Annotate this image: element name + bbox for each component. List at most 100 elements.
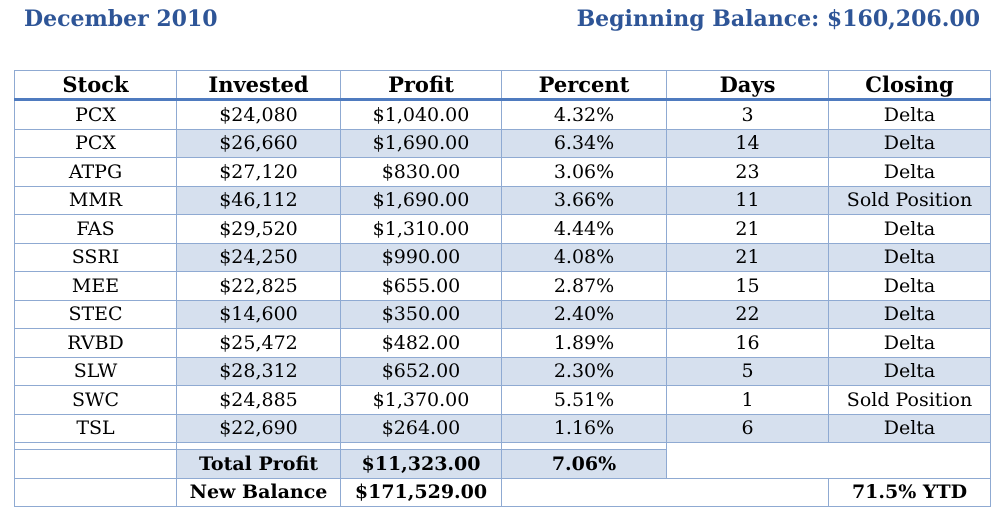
total-profit-label: Total Profit — [176, 449, 341, 479]
spacer-cell — [501, 442, 667, 450]
cell-percent: 2.30% — [501, 356, 667, 386]
cell-profit: $1,310.00 — [340, 214, 502, 244]
column-header-stock: Stock — [14, 70, 177, 101]
new-balance-row: New Balance $171,529.00 71.5% YTD — [14, 477, 991, 507]
total-percent: 7.06% — [501, 449, 667, 479]
cell-profit: $1,040.00 — [340, 99, 502, 130]
cell-invested: $22,825 — [176, 271, 341, 301]
cell-percent: 4.32% — [501, 99, 667, 130]
beginning-balance: Beginning Balance: $160,206.00 — [576, 6, 980, 32]
month-title: December 2010 — [24, 6, 218, 32]
spacer-cell — [667, 443, 829, 450]
table-row: FAS $29,520 $1,310.00 4.44% 21 Delta — [14, 214, 991, 244]
cell-closing: Delta — [828, 413, 991, 443]
cell-invested: $24,885 — [176, 385, 341, 415]
cell-days: 11 — [666, 185, 829, 215]
cell-closing: Delta — [828, 214, 991, 244]
new-balance-label: New Balance — [176, 477, 341, 507]
table-row: MMR $46,112 $1,690.00 3.66% 11 Sold Position — [14, 185, 991, 215]
total-profit-row: Total Profit $11,323.00 7.06% — [14, 449, 991, 479]
column-header-days: Days — [666, 70, 829, 101]
cell-profit: $350.00 — [340, 299, 502, 329]
cell-invested: $24,250 — [176, 242, 341, 272]
cell-percent: 1.89% — [501, 328, 667, 358]
cell-percent: 3.06% — [501, 157, 667, 187]
new-balance-value: $171,529.00 — [340, 477, 502, 507]
empty-cell — [14, 477, 177, 507]
table-row: SWC $24,885 $1,370.00 5.51% 1 Sold Position — [14, 385, 991, 415]
cell-profit: $830.00 — [340, 157, 502, 187]
cell-invested: $29,520 — [176, 214, 341, 244]
trades-table: Stock Invested Profit Percent Days Closi… — [14, 70, 991, 507]
cell-stock: PCX — [14, 99, 177, 130]
table-row: SLW $28,312 $652.00 2.30% 5 Delta — [14, 356, 991, 386]
empty-cell — [14, 449, 177, 479]
spacer-cell — [340, 442, 502, 450]
cell-days: 1 — [666, 385, 829, 415]
cell-percent: 5.51% — [501, 385, 667, 415]
cell-days: 21 — [666, 214, 829, 244]
spacer-cell — [176, 442, 341, 450]
cell-percent: 2.87% — [501, 271, 667, 301]
cell-closing: Delta — [828, 242, 991, 272]
cell-closing: Delta — [828, 157, 991, 187]
column-header-closing: Closing — [828, 70, 991, 101]
cell-percent: 1.16% — [501, 413, 667, 443]
cell-days: 15 — [666, 271, 829, 301]
cell-percent: 4.08% — [501, 242, 667, 272]
cell-closing: Delta — [828, 271, 991, 301]
cell-stock: FAS — [14, 214, 177, 244]
cell-closing: Sold Position — [828, 185, 991, 215]
cell-percent: 3.66% — [501, 185, 667, 215]
cell-invested: $28,312 — [176, 356, 341, 386]
cell-stock: ATPG — [14, 157, 177, 187]
cell-stock: TSL — [14, 413, 177, 443]
cell-invested: $46,112 — [176, 185, 341, 215]
cell-stock: SWC — [14, 385, 177, 415]
ytd-value: 71.5% YTD — [828, 477, 991, 507]
cell-days: 21 — [666, 242, 829, 272]
column-header-profit: Profit — [340, 70, 502, 101]
cell-invested: $14,600 — [176, 299, 341, 329]
empty-cell — [666, 477, 829, 507]
cell-days: 3 — [666, 99, 829, 130]
spacer-cell — [14, 442, 177, 450]
cell-invested: $25,472 — [176, 328, 341, 358]
cell-stock: MEE — [14, 271, 177, 301]
column-header-invested: Invested — [176, 70, 341, 101]
cell-closing: Delta — [828, 99, 991, 130]
cell-profit: $482.00 — [340, 328, 502, 358]
empty-cell — [666, 449, 829, 478]
cell-profit: $652.00 — [340, 356, 502, 386]
spacer-row — [14, 442, 991, 450]
cell-percent: 2.40% — [501, 299, 667, 329]
cell-days: 5 — [666, 356, 829, 386]
table-row: TSL $22,690 $264.00 1.16% 6 Delta — [14, 413, 991, 443]
cell-invested: $26,660 — [176, 128, 341, 158]
table-row: PCX $24,080 $1,040.00 4.32% 3 Delta — [14, 99, 991, 130]
cell-days: 6 — [666, 413, 829, 443]
cell-days: 16 — [666, 328, 829, 358]
cell-stock: MMR — [14, 185, 177, 215]
header-row: Stock Invested Profit Percent Days Closi… — [14, 70, 991, 101]
cell-profit: $264.00 — [340, 413, 502, 443]
table-row: PCX $26,660 $1,690.00 6.34% 14 Delta — [14, 128, 991, 158]
cell-profit: $655.00 — [340, 271, 502, 301]
cell-stock: STEC — [14, 299, 177, 329]
table-row: SSRI $24,250 $990.00 4.08% 21 Delta — [14, 242, 991, 272]
cell-closing: Sold Position — [828, 385, 991, 415]
cell-invested: $27,120 — [176, 157, 341, 187]
table-row: STEC $14,600 $350.00 2.40% 22 Delta — [14, 299, 991, 329]
cell-closing: Delta — [828, 328, 991, 358]
empty-cell — [501, 477, 667, 507]
cell-profit: $990.00 — [340, 242, 502, 272]
spacer-cell — [828, 442, 991, 450]
cell-days: 23 — [666, 157, 829, 187]
cell-stock: PCX — [14, 128, 177, 158]
cell-stock: RVBD — [14, 328, 177, 358]
cell-invested: $24,080 — [176, 99, 341, 130]
cell-percent: 4.44% — [501, 214, 667, 244]
column-header-percent: Percent — [501, 70, 667, 101]
cell-closing: Delta — [828, 128, 991, 158]
cell-days: 14 — [666, 128, 829, 158]
